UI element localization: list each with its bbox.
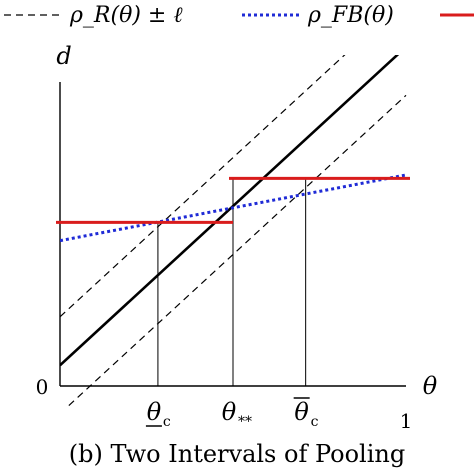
x-tick-label-1: 1 [400, 409, 413, 433]
x-tick-label-4: θ [294, 398, 309, 426]
x-tick-sub-4: c [311, 414, 319, 430]
x-tick-sub-2: c [163, 414, 171, 430]
series--r--line [60, 55, 346, 318]
legend-label-2: ρ_FB(θ) [307, 3, 394, 28]
series--r--line [60, 55, 400, 367]
figure-caption: (b) Two Intervals of Pooling [68, 440, 406, 468]
series--fb--line [60, 173, 407, 243]
x-axis-label: θ [423, 372, 438, 400]
x-tick-label-0: 0 [36, 375, 49, 399]
series--r--line [67, 94, 407, 406]
x-tick-label-3: θ [222, 398, 237, 426]
legend-label-1: ρ_R(θ) ± ℓ [69, 3, 183, 28]
x-tick-label-2: θ [147, 398, 162, 426]
y-axis-label: d [56, 42, 71, 70]
x-tick-sub-3: ** [238, 414, 252, 430]
